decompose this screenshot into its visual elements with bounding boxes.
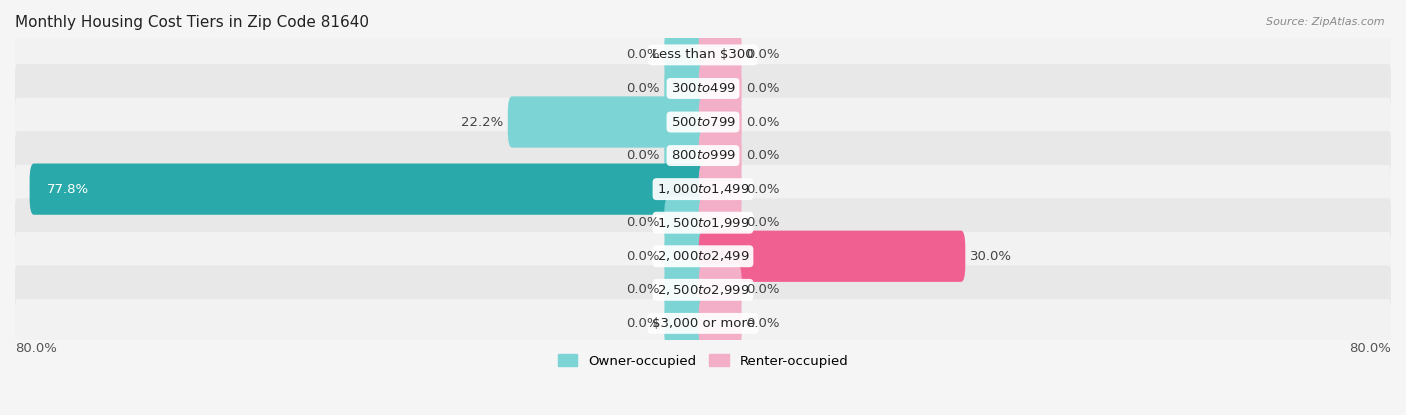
Text: $500 to $799: $500 to $799 <box>671 115 735 129</box>
Text: 0.0%: 0.0% <box>627 216 659 229</box>
FancyBboxPatch shape <box>30 164 707 215</box>
FancyBboxPatch shape <box>664 298 707 349</box>
Text: 0.0%: 0.0% <box>747 216 779 229</box>
Text: 0.0%: 0.0% <box>627 317 659 330</box>
Text: $3,000 or more: $3,000 or more <box>651 317 755 330</box>
FancyBboxPatch shape <box>664 264 707 315</box>
FancyBboxPatch shape <box>699 264 742 315</box>
FancyBboxPatch shape <box>699 96 742 148</box>
Text: Source: ZipAtlas.com: Source: ZipAtlas.com <box>1267 17 1385 27</box>
Text: 0.0%: 0.0% <box>747 317 779 330</box>
Text: 0.0%: 0.0% <box>627 283 659 296</box>
FancyBboxPatch shape <box>699 130 742 181</box>
Text: $300 to $499: $300 to $499 <box>671 82 735 95</box>
Text: $2,000 to $2,499: $2,000 to $2,499 <box>657 249 749 263</box>
Text: 0.0%: 0.0% <box>627 49 659 61</box>
Text: 0.0%: 0.0% <box>747 49 779 61</box>
Text: 0.0%: 0.0% <box>747 82 779 95</box>
Text: 77.8%: 77.8% <box>46 183 89 195</box>
Text: $1,500 to $1,999: $1,500 to $1,999 <box>657 216 749 229</box>
Text: 0.0%: 0.0% <box>627 149 659 162</box>
Text: 80.0%: 80.0% <box>15 342 56 355</box>
Text: Monthly Housing Cost Tiers in Zip Code 81640: Monthly Housing Cost Tiers in Zip Code 8… <box>15 15 368 30</box>
Text: 0.0%: 0.0% <box>747 115 779 129</box>
FancyBboxPatch shape <box>15 31 1391 79</box>
FancyBboxPatch shape <box>15 299 1391 348</box>
FancyBboxPatch shape <box>15 98 1391 146</box>
FancyBboxPatch shape <box>699 164 742 215</box>
FancyBboxPatch shape <box>664 197 707 248</box>
Text: 0.0%: 0.0% <box>627 250 659 263</box>
Legend: Owner-occupied, Renter-occupied: Owner-occupied, Renter-occupied <box>553 349 853 373</box>
FancyBboxPatch shape <box>699 231 966 282</box>
FancyBboxPatch shape <box>15 198 1391 247</box>
Text: $800 to $999: $800 to $999 <box>671 149 735 162</box>
Text: 0.0%: 0.0% <box>747 149 779 162</box>
FancyBboxPatch shape <box>508 96 707 148</box>
FancyBboxPatch shape <box>664 29 707 81</box>
Text: 80.0%: 80.0% <box>1350 342 1391 355</box>
Text: 0.0%: 0.0% <box>747 183 779 195</box>
Text: $2,500 to $2,999: $2,500 to $2,999 <box>657 283 749 297</box>
FancyBboxPatch shape <box>15 266 1391 314</box>
Text: 30.0%: 30.0% <box>970 250 1011 263</box>
Text: 0.0%: 0.0% <box>627 82 659 95</box>
FancyBboxPatch shape <box>15 64 1391 113</box>
Text: 0.0%: 0.0% <box>747 283 779 296</box>
FancyBboxPatch shape <box>15 232 1391 281</box>
Text: $1,000 to $1,499: $1,000 to $1,499 <box>657 182 749 196</box>
FancyBboxPatch shape <box>664 231 707 282</box>
FancyBboxPatch shape <box>15 131 1391 180</box>
FancyBboxPatch shape <box>699 29 742 81</box>
FancyBboxPatch shape <box>699 197 742 248</box>
Text: Less than $300: Less than $300 <box>652 49 754 61</box>
Text: 22.2%: 22.2% <box>461 115 503 129</box>
FancyBboxPatch shape <box>664 130 707 181</box>
FancyBboxPatch shape <box>664 63 707 114</box>
FancyBboxPatch shape <box>15 165 1391 213</box>
FancyBboxPatch shape <box>699 298 742 349</box>
FancyBboxPatch shape <box>699 63 742 114</box>
